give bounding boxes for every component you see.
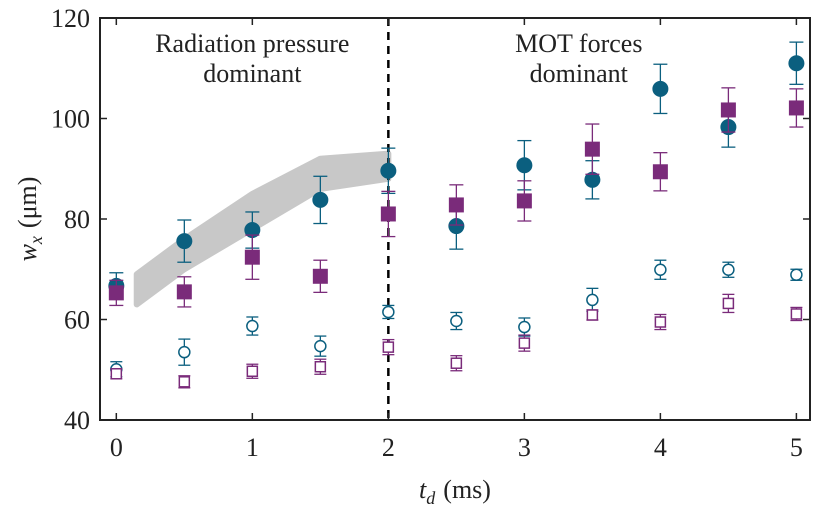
x-tick-label: 5 — [790, 433, 803, 462]
point — [788, 100, 804, 116]
y-tick-label: 40 — [64, 406, 90, 435]
y-tick-label: 60 — [64, 306, 90, 335]
point — [448, 218, 465, 235]
y-axis-label-main: w — [13, 243, 42, 261]
point — [518, 320, 531, 334]
x-tick-label: 1 — [246, 433, 259, 462]
x-tick-label: 3 — [518, 433, 531, 462]
y-tick-label: 80 — [64, 205, 90, 234]
point — [584, 171, 601, 188]
point — [720, 102, 736, 118]
point — [586, 293, 599, 307]
point — [380, 162, 397, 179]
x-axis-label: td (ms) — [419, 475, 491, 508]
point — [176, 284, 192, 300]
point — [380, 206, 396, 222]
point — [450, 314, 463, 328]
y-axis-label: wx (μm) — [13, 177, 46, 262]
point — [722, 263, 735, 277]
y-tick-label: 120 — [51, 4, 90, 33]
point — [246, 365, 259, 378]
x-axis-label-main: t — [419, 475, 427, 504]
point — [108, 285, 124, 301]
point — [516, 193, 532, 209]
point — [652, 80, 669, 97]
point — [382, 305, 395, 319]
point — [450, 357, 463, 369]
y-tick-label: 100 — [51, 105, 90, 134]
point — [176, 233, 193, 250]
point — [110, 368, 123, 380]
point — [244, 222, 261, 239]
point — [652, 164, 668, 180]
annotation: MOT forces — [515, 29, 642, 58]
x-tick-label: 0 — [110, 433, 123, 462]
point — [178, 345, 191, 359]
point — [314, 360, 327, 373]
point — [312, 191, 329, 208]
point — [178, 376, 191, 388]
x-tick-label: 2 — [382, 433, 395, 462]
point — [584, 141, 600, 157]
x-tick-label: 4 — [654, 433, 667, 462]
point — [516, 157, 533, 174]
annotation: dominant — [530, 59, 629, 88]
band — [133, 150, 392, 308]
point — [382, 341, 395, 353]
point — [246, 319, 259, 333]
point — [790, 268, 803, 282]
x-axis-label-sub: d — [426, 488, 436, 508]
point — [312, 268, 328, 284]
y-axis-label-sub: x — [26, 236, 46, 245]
point — [314, 339, 327, 353]
annotation: Radiation pressure — [155, 29, 349, 58]
point — [518, 337, 531, 349]
annotation: dominant — [203, 59, 302, 88]
point — [586, 309, 599, 321]
point — [244, 249, 260, 265]
y-axis-label-unit: (μm) — [13, 177, 42, 228]
point — [448, 197, 464, 213]
point — [788, 55, 805, 72]
point — [722, 297, 735, 310]
x-axis-label-unit: (ms) — [443, 475, 491, 504]
point — [790, 308, 803, 320]
point — [654, 316, 667, 328]
point — [654, 263, 667, 277]
